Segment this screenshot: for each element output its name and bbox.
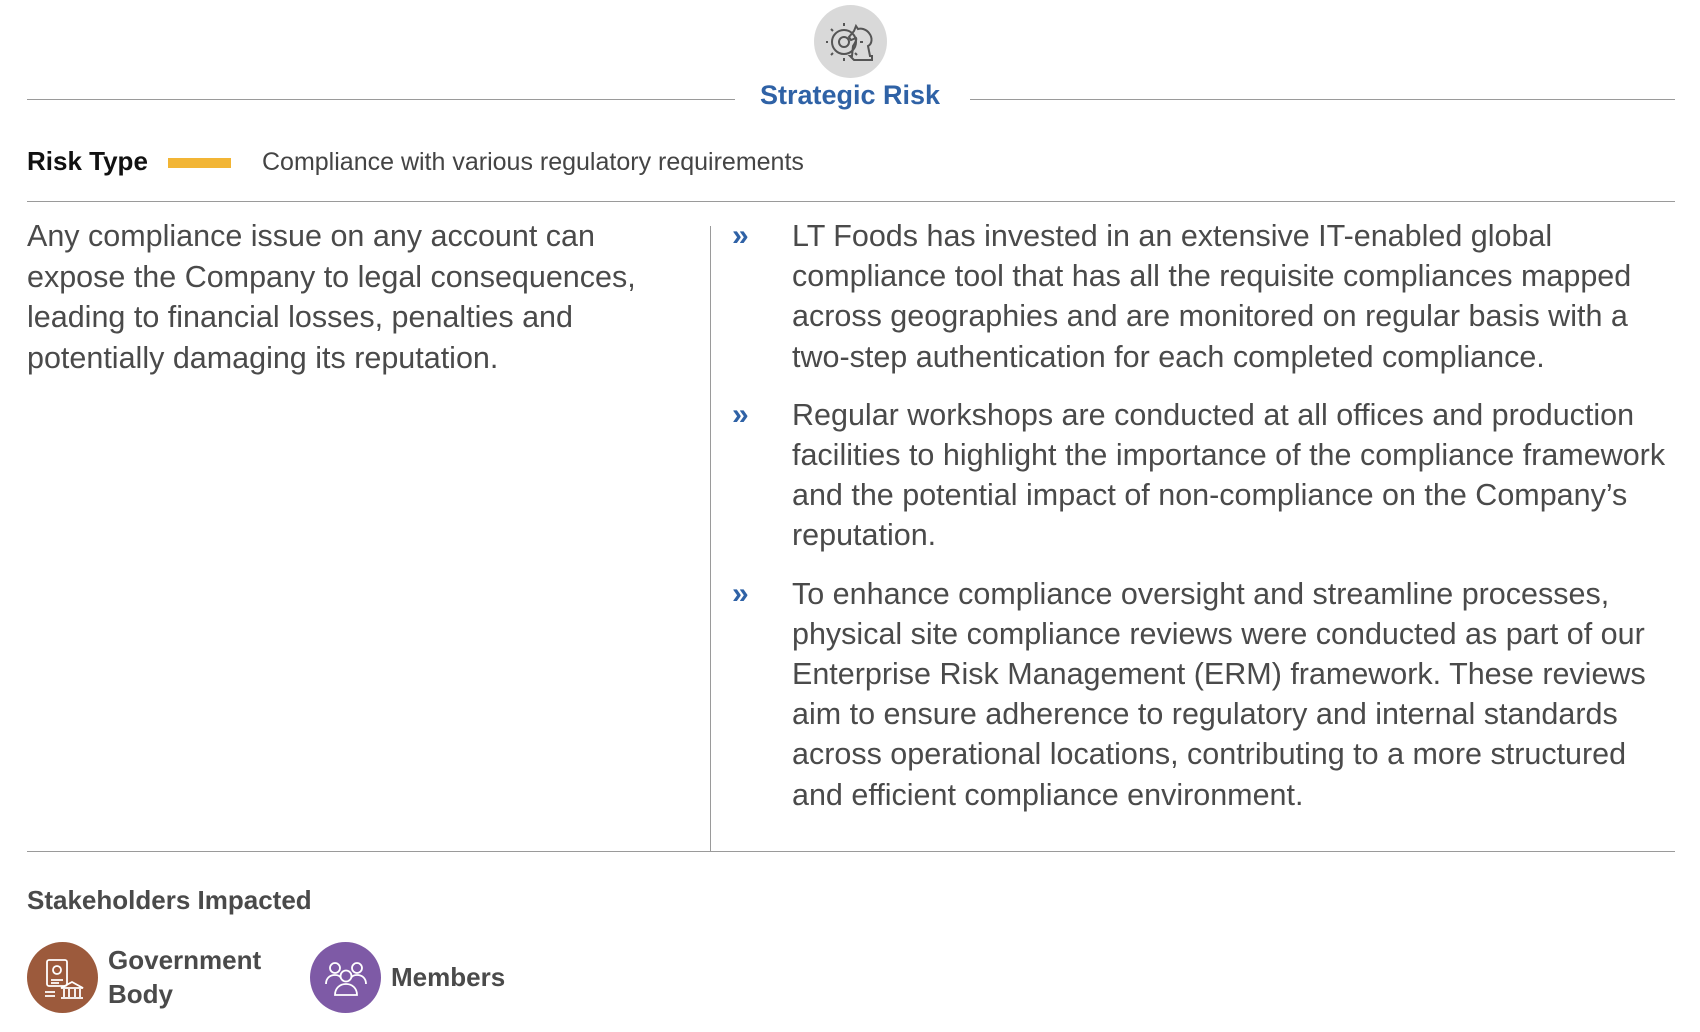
section-rule-top xyxy=(27,201,1675,202)
mitigation-item: » Regular workshops are conducted at all… xyxy=(730,395,1675,556)
members-badge xyxy=(310,942,381,1013)
column-divider xyxy=(710,226,711,852)
mitigation-item: » To enhance compliance oversight and st… xyxy=(730,574,1675,815)
chess-knight-gear-icon xyxy=(825,22,873,61)
government-building-icon xyxy=(44,958,83,999)
mitigation-text: Regular workshops are conducted at all o… xyxy=(792,397,1666,553)
mitigation-text: LT Foods has invested in an extensive IT… xyxy=(792,219,1632,374)
strategic-risk-emblem xyxy=(814,5,887,78)
mitigation-list: » LT Foods has invested in an extensive … xyxy=(730,216,1675,833)
mitigation-text: To enhance compliance oversight and stre… xyxy=(792,576,1646,812)
chevron-double-right-icon: » xyxy=(732,576,749,610)
risk-type-accent-bar xyxy=(168,158,231,168)
header-rule-left xyxy=(27,99,735,100)
risk-description: Any compliance issue on any account can … xyxy=(27,219,636,375)
risk-type-label: Risk Type xyxy=(27,146,148,176)
stakeholders-title: Stakeholders Impacted xyxy=(27,885,312,915)
people-group-icon xyxy=(324,961,367,996)
risk-category-title: Strategic Risk xyxy=(759,80,941,110)
government-body-label: Government Body xyxy=(108,945,262,1009)
mitigation-item: » LT Foods has invested in an extensive … xyxy=(730,216,1675,377)
government-body-badge xyxy=(27,942,98,1013)
chevron-double-right-icon: » xyxy=(732,219,749,252)
members-label: Members xyxy=(391,962,506,992)
header-rule-right xyxy=(970,99,1675,100)
risk-type-value: Compliance with various regulatory requi… xyxy=(262,148,804,176)
chevron-double-right-icon: » xyxy=(732,397,749,431)
section-rule-bottom xyxy=(27,851,1675,852)
